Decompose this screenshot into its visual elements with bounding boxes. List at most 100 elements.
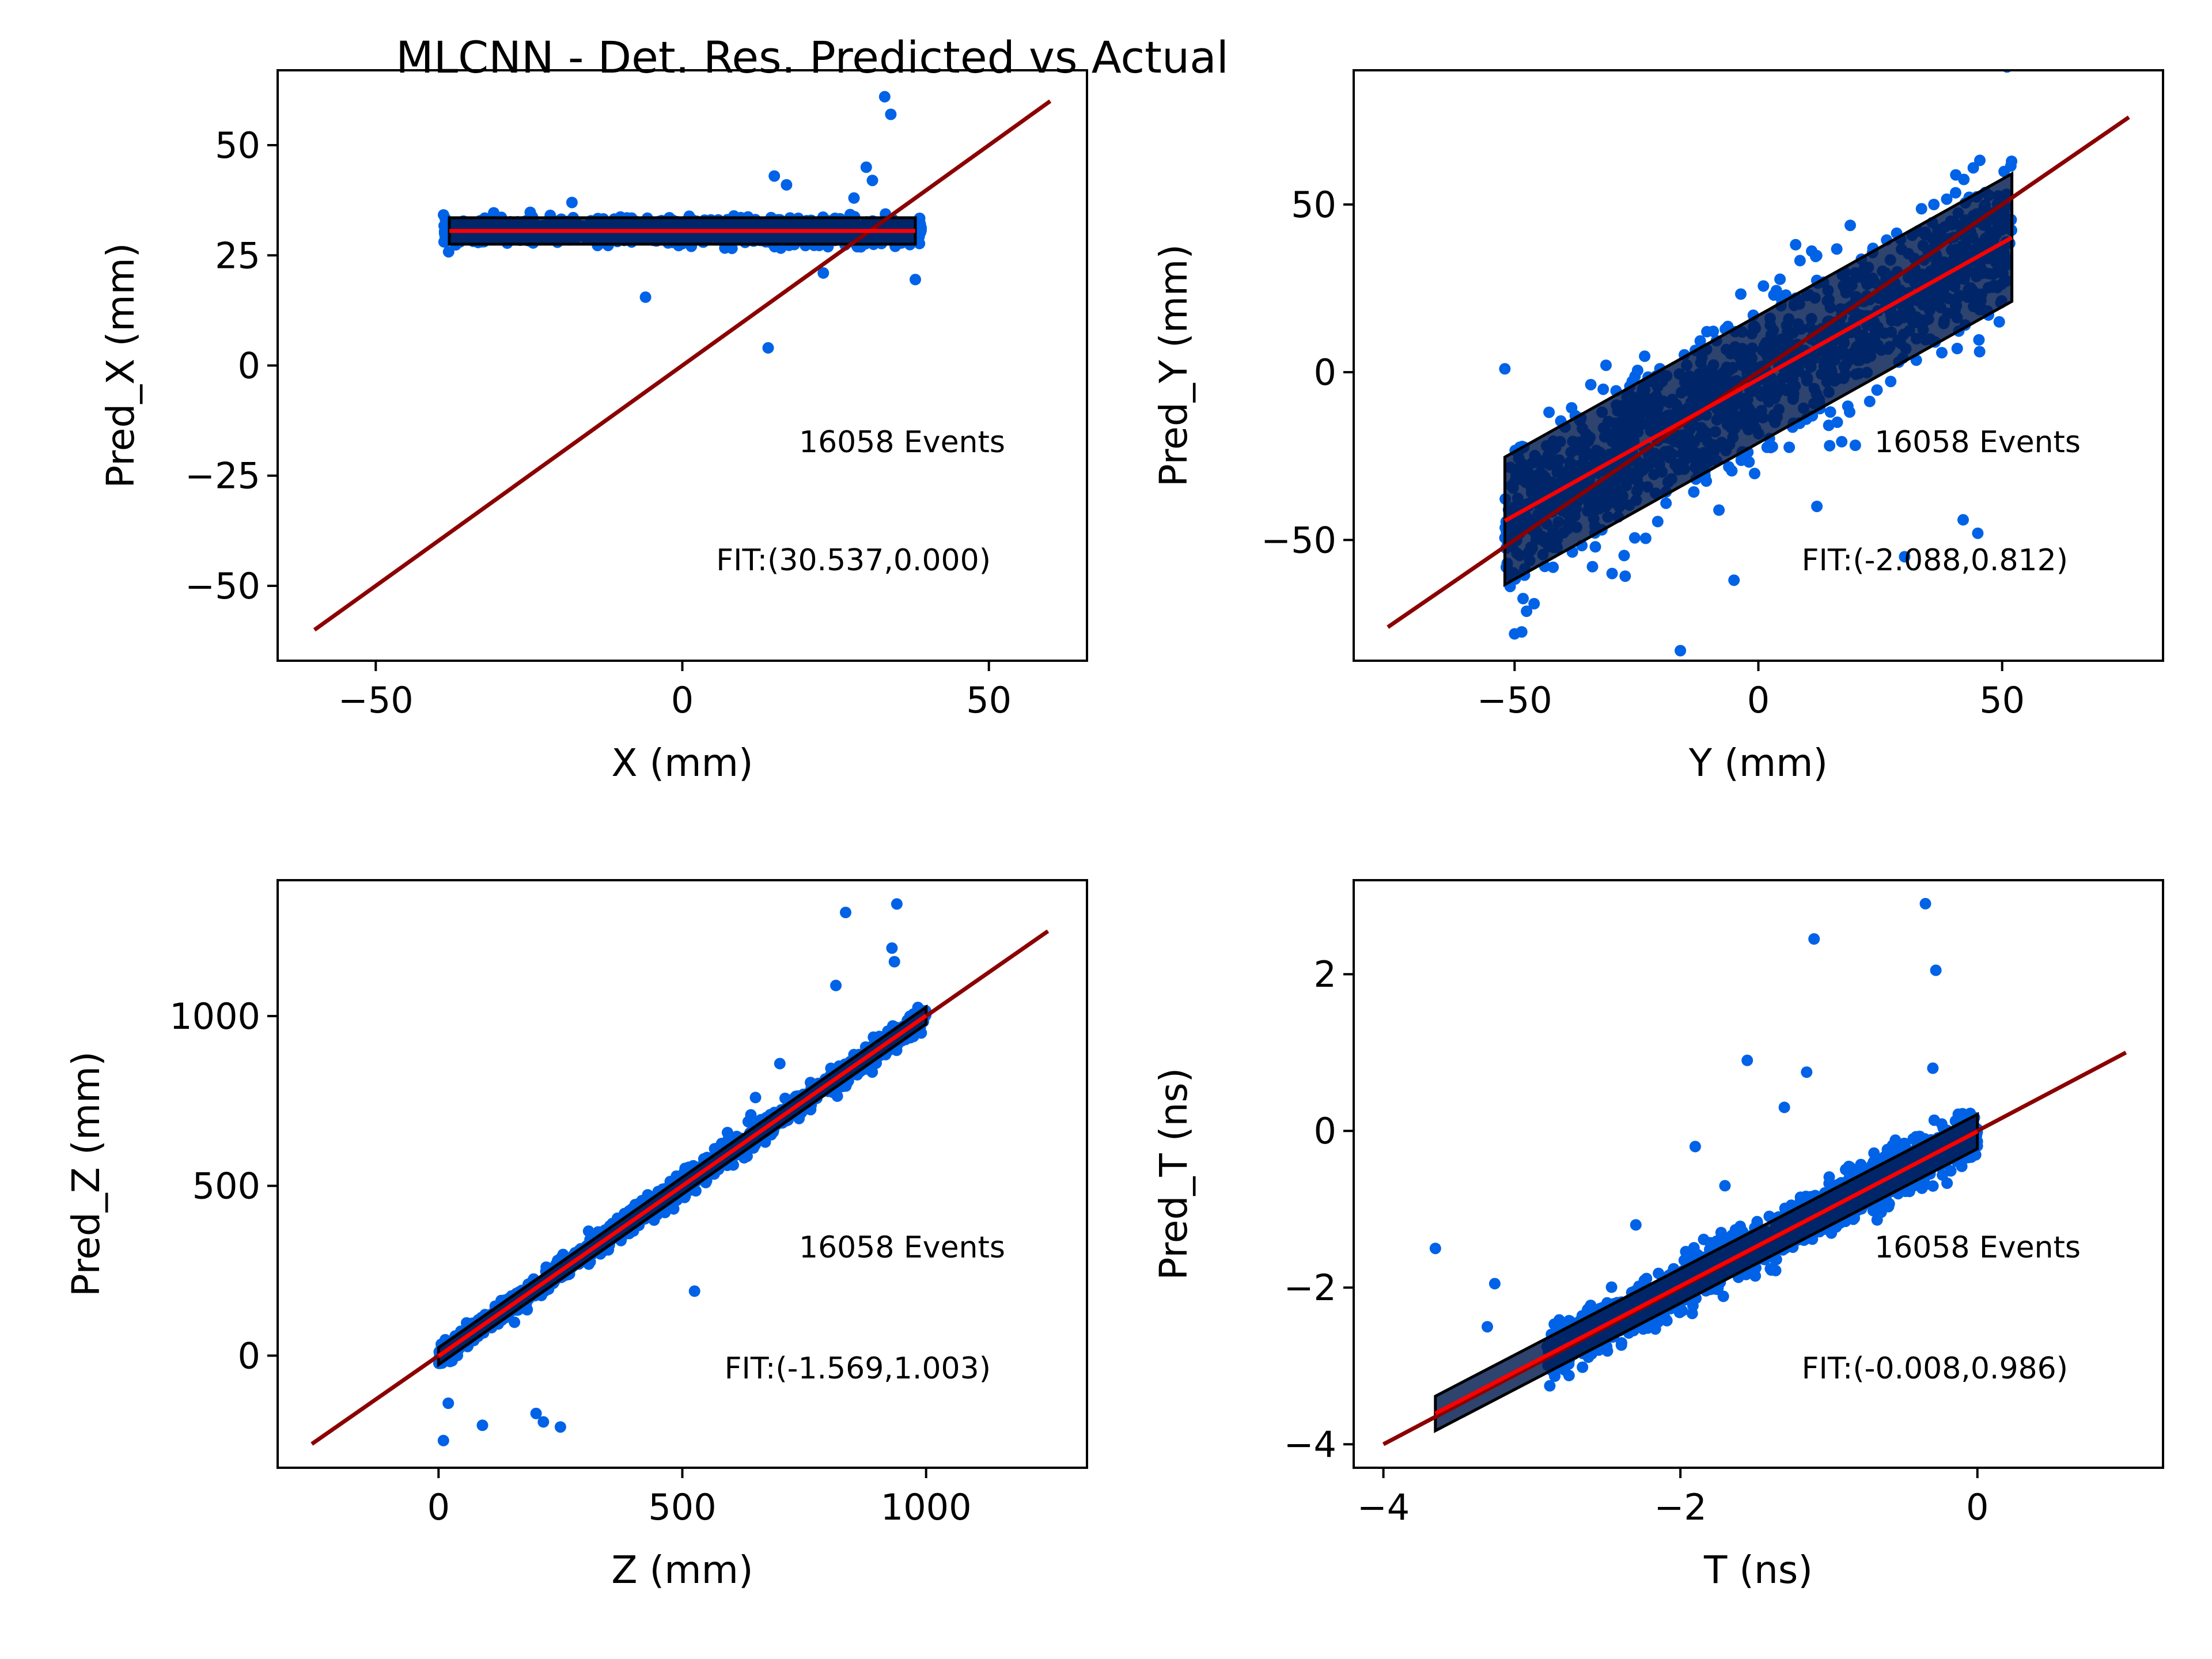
- plot-area-x: [313, 90, 1052, 632]
- outlier-point: [749, 1092, 762, 1104]
- outlier-point: [1499, 363, 1511, 375]
- y-tick-label-y: 50: [1291, 184, 1336, 226]
- scatter-point: [1597, 383, 1609, 395]
- scatter-point: [1824, 440, 1836, 452]
- scatter-point: [1589, 541, 1601, 553]
- plot-area-t: [1382, 897, 2127, 1446]
- outlier-point: [817, 267, 830, 279]
- scatter-point: [1688, 486, 1700, 498]
- identity-line-y: [1387, 115, 2130, 629]
- x-tick-label-y: 0: [1747, 679, 1770, 721]
- scatter-point: [866, 1066, 878, 1078]
- scatter-point: [1794, 255, 1806, 267]
- scatter-point: [1951, 343, 1963, 354]
- y-tick-label-z: 0: [238, 1335, 260, 1377]
- outlier-point: [442, 1397, 454, 1409]
- outlier-point: [1528, 598, 1540, 609]
- scatter-point: [1715, 1226, 1727, 1238]
- scatter-point: [1887, 1139, 1899, 1152]
- scatter-point: [1619, 570, 1631, 582]
- fit-line-y: [1503, 236, 2013, 523]
- outlier-point: [888, 956, 900, 968]
- outlier-point: [885, 108, 897, 120]
- identity-line-x: [313, 99, 1052, 632]
- scatter-point: [1713, 504, 1725, 516]
- scatter-point: [1824, 406, 1836, 418]
- plot-area-y: [1387, 70, 2130, 657]
- outlier-point: [566, 196, 578, 209]
- x-tick-label-x: 0: [671, 679, 694, 721]
- outlier-point: [1957, 514, 1969, 526]
- outlier-point: [781, 179, 793, 191]
- outlier-point: [537, 1416, 550, 1428]
- scatter-point: [1652, 516, 1664, 528]
- x-tick-label-y: 50: [1979, 679, 2025, 721]
- scatter-point: [1936, 347, 1948, 359]
- scatter-point: [1915, 203, 1927, 215]
- outlier-point: [530, 1407, 542, 1419]
- x-tick-label-z: 0: [427, 1486, 450, 1528]
- scatter-point: [1618, 550, 1630, 562]
- x-tick-label-x: −50: [338, 679, 414, 721]
- outlier-point: [1811, 501, 1823, 513]
- scatter-point: [1783, 441, 1796, 453]
- scatter-point: [1974, 154, 1986, 166]
- y-axis-label-z: Pred_Z (mm): [64, 1051, 108, 1297]
- scatter-point: [1631, 365, 1643, 376]
- scatter-point: [1600, 359, 1612, 372]
- scatter-point: [1844, 406, 1855, 418]
- scatter-point: [1949, 187, 1961, 199]
- outlier-point: [1509, 628, 1521, 640]
- scatter-point: [1973, 334, 1985, 346]
- y-tick-label-y: 0: [1314, 351, 1336, 393]
- scatter-point: [2006, 156, 2018, 167]
- outlier-point: [768, 170, 781, 182]
- scatter-point: [1566, 402, 1578, 414]
- scatter-point: [1941, 193, 1953, 205]
- outlier-point: [437, 1434, 449, 1446]
- outlier-point: [476, 1419, 488, 1431]
- y-tick-label-x: 0: [238, 345, 260, 387]
- y-tick-label-x: 25: [215, 234, 260, 276]
- x-tick-label-y: −50: [1477, 679, 1552, 721]
- x-tick-label-z: 500: [648, 1486, 716, 1528]
- outlier-point: [848, 192, 860, 204]
- scatter-point: [1993, 316, 2005, 328]
- fit-annotation-y: FIT:(-2.088,0.812): [1802, 543, 2068, 578]
- scatter-point: [1810, 249, 1823, 262]
- scatter-point: [1660, 497, 1672, 509]
- y-tick-label-x: −50: [185, 565, 260, 607]
- scatter-point: [582, 1225, 594, 1237]
- scatter-point: [1735, 454, 1747, 466]
- scatter-point: [1563, 1369, 1575, 1381]
- scatter-point: [1863, 395, 1876, 407]
- outlier-point: [688, 1285, 700, 1297]
- outlier-point: [1899, 551, 1911, 563]
- outlier-point: [860, 161, 872, 173]
- x-tick-label-z: 1000: [881, 1486, 972, 1528]
- scatter-point: [1831, 243, 1843, 255]
- plot-area-z: [310, 898, 1050, 1446]
- y-tick-label-z: 500: [192, 1165, 260, 1207]
- scatter-point: [1758, 280, 1770, 292]
- scatter-point: [1628, 532, 1641, 544]
- scatter-point: [1950, 169, 1962, 181]
- scatter-point: [1836, 435, 1848, 448]
- y-tick-label-z: 1000: [169, 995, 260, 1037]
- scatter-point: [1547, 561, 1559, 573]
- y-axis-label-x: Pred_X (mm): [99, 243, 143, 488]
- scatter-point: [1585, 378, 1597, 391]
- outlier-point: [1928, 199, 1940, 210]
- scatter-point: [1998, 165, 2010, 177]
- scatter-point: [1723, 461, 1735, 473]
- x-axis-label-x: X (mm): [611, 741, 753, 785]
- fit-annotation-x: FIT:(30.537,0.000): [716, 543, 991, 578]
- scatter-point: [1543, 406, 1555, 418]
- outlier-point: [639, 291, 652, 303]
- outlier-point: [774, 1058, 786, 1070]
- scatter-point: [1844, 219, 1856, 232]
